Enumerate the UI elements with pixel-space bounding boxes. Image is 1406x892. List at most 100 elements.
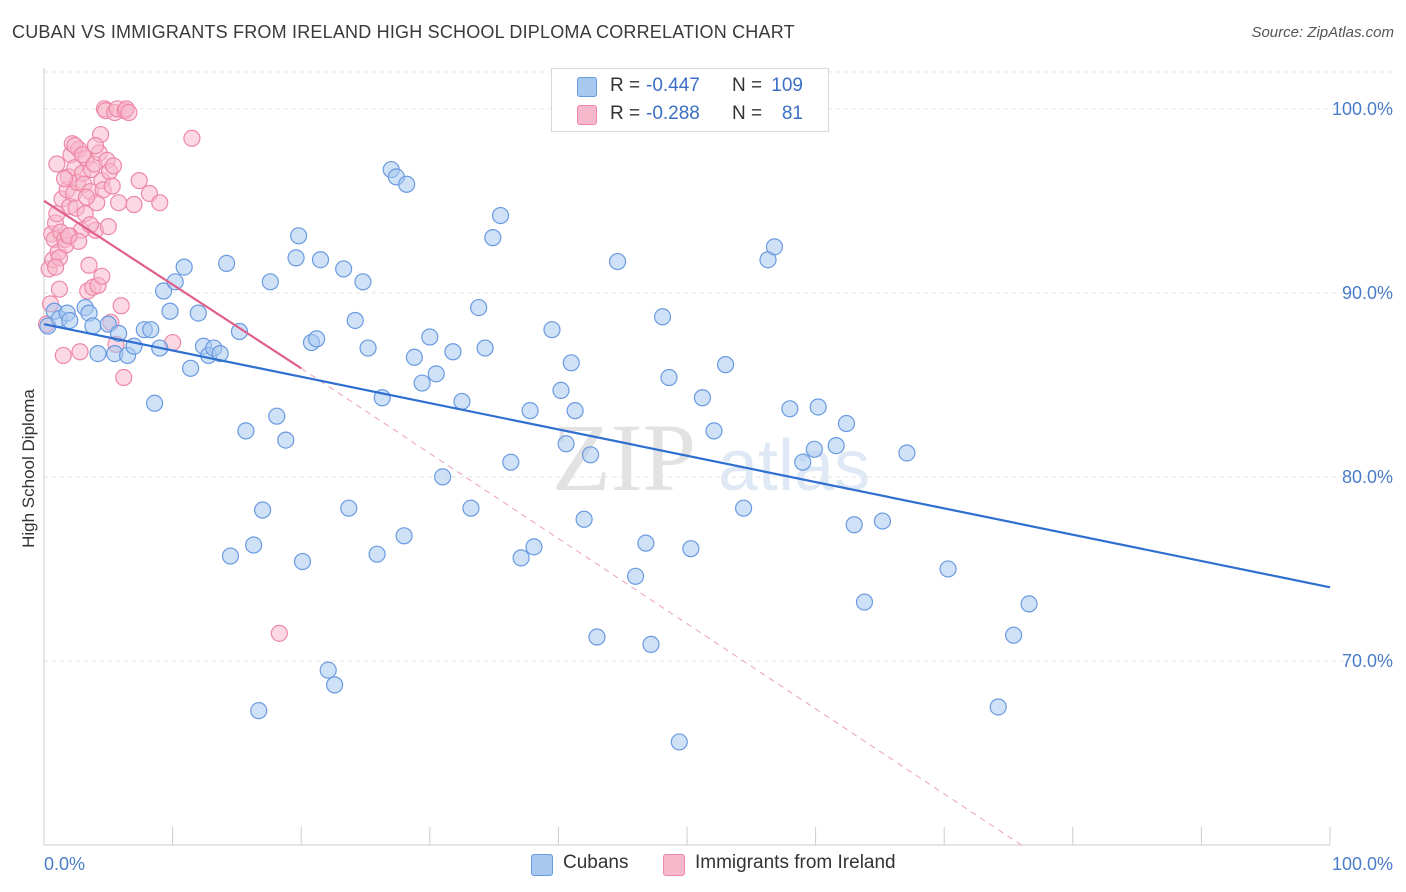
data-point-cubans [335, 260, 353, 278]
data-point-cubans [581, 446, 600, 464]
data-point-ireland [112, 297, 130, 315]
data-point-cubans [142, 321, 160, 339]
data-point-cubans [287, 249, 305, 267]
data-point-cubans [670, 733, 688, 751]
data-point-cubans [189, 304, 207, 322]
legend-n-value: 81 [781, 103, 803, 124]
data-point-cubans [575, 510, 593, 528]
legend-r-value: -0.288 [646, 103, 700, 124]
data-point-cubans [109, 324, 128, 342]
data-point-cubans [237, 422, 255, 440]
data-point-cubans [557, 435, 575, 453]
data-point-ireland [115, 368, 133, 387]
data-point-cubans [326, 676, 344, 694]
data-point-cubans [502, 453, 520, 471]
data-point-cubans [221, 547, 240, 565]
data-point-ireland [125, 195, 143, 214]
legend-r-label: R = [610, 75, 641, 96]
data-point-ireland [70, 232, 88, 250]
data-point-cubans [175, 258, 193, 276]
data-point-ireland [151, 194, 169, 212]
axis-labels: 70.0% 80.0% 90.0% 100.0% 0.0% 100.0% High Scho… [19, 99, 1393, 874]
data-point-cubans [290, 227, 308, 245]
data-point-ireland [109, 194, 128, 212]
data-point-cubans [245, 536, 263, 554]
series-ireland [37, 100, 288, 642]
legend-n-label: N = [732, 103, 763, 124]
y-tick-label: 100.0% [1332, 99, 1393, 119]
data-point-cubans [588, 628, 606, 646]
data-point-cubans [268, 407, 286, 425]
watermark-atlas: atlas [718, 426, 870, 506]
data-point-cubans [277, 431, 295, 449]
data-point-cubans [395, 527, 413, 545]
data-point-cubans [608, 252, 627, 271]
data-point-cubans [491, 206, 510, 225]
data-point-cubans [319, 661, 337, 679]
data-point-cubans [346, 311, 364, 330]
data-point-cubans [421, 328, 439, 346]
data-point-cubans [734, 499, 753, 517]
data-point-ireland [54, 346, 72, 365]
data-point-ireland [50, 280, 69, 298]
data-point-cubans [626, 567, 645, 585]
data-point-cubans [444, 343, 462, 361]
data-point-ireland [103, 177, 121, 195]
legend-r-label: R = [610, 103, 641, 124]
data-point-ireland [130, 171, 148, 190]
trend-line-cubans [43, 323, 1331, 589]
data-point-cubans [809, 398, 827, 416]
data-point-cubans [765, 238, 784, 256]
data-point-cubans [84, 317, 102, 335]
y-tick-label: 80.0% [1342, 467, 1393, 487]
y-tick-label: 90.0% [1342, 283, 1393, 303]
data-point-ireland [104, 157, 123, 175]
data-point-cubans [1020, 595, 1038, 613]
data-point-cubans [693, 389, 712, 407]
data-point-cubans [898, 444, 916, 462]
legend-r-value: -0.447 [646, 75, 700, 96]
data-point-ireland [77, 188, 96, 206]
data-point-cubans [566, 402, 584, 420]
data-point-cubans [218, 254, 236, 273]
data-point-cubans [705, 422, 723, 440]
data-point-cubans [855, 593, 874, 611]
bottom-legend-label-cubans: Cubans [563, 852, 629, 873]
data-point-cubans [398, 175, 416, 193]
legend-n-value: 109 [771, 75, 803, 96]
data-point-cubans [794, 453, 812, 471]
data-point-cubans [939, 560, 957, 578]
data-point-cubans [453, 392, 471, 411]
source-label: Source: ZipAtlas.com [1251, 24, 1394, 41]
data-point-cubans [1005, 626, 1023, 644]
trend-lines [43, 199, 1331, 846]
data-point-cubans [230, 322, 249, 341]
data-point-cubans [716, 356, 735, 374]
legend-swatch-ireland [577, 105, 597, 125]
data-point-cubans [359, 339, 377, 357]
data-point-ireland [120, 103, 138, 122]
trend-line-ireland-extended [300, 367, 1022, 846]
watermark: ZIP atlas [552, 404, 870, 511]
watermark-zip: ZIP [552, 404, 696, 511]
data-point-cubans [261, 273, 279, 291]
data-point-cubans [642, 635, 660, 653]
data-point-cubans [250, 702, 268, 720]
data-point-cubans [873, 512, 892, 530]
data-point-cubans [637, 534, 655, 552]
data-point-cubans [182, 359, 200, 377]
y-tick-label: 70.0% [1342, 651, 1393, 671]
data-point-ireland [80, 256, 98, 274]
bottom-legend-swatch-cubans [531, 854, 553, 876]
data-point-ireland [86, 137, 105, 155]
data-point-ireland [46, 258, 65, 276]
data-point-cubans [405, 348, 423, 366]
data-point-cubans [145, 394, 164, 412]
data-point-cubans [354, 273, 372, 291]
data-point-cubans [311, 251, 330, 269]
x-tick-label: 0.0% [44, 854, 85, 874]
data-point-ireland [73, 146, 92, 164]
x-tick-label: 100.0% [1332, 854, 1393, 874]
data-point-cubans [308, 330, 326, 348]
